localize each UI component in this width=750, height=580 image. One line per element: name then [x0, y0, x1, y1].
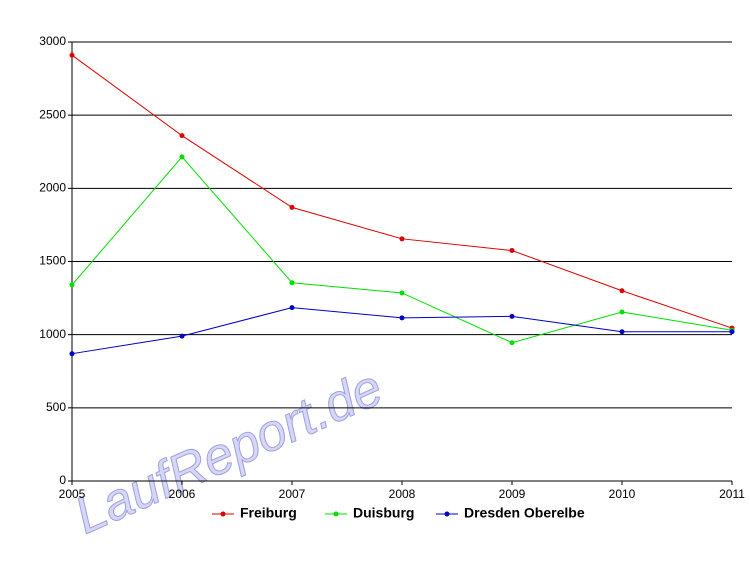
data-point [509, 313, 515, 319]
y-tick-label: 2500 [39, 107, 66, 121]
data-point [399, 290, 405, 296]
x-tick-label: 2009 [499, 487, 526, 501]
data-point [179, 133, 185, 139]
legend-marker [444, 511, 450, 517]
data-point [399, 236, 405, 242]
y-tick-label: 500 [46, 400, 66, 414]
y-tick-label: 1000 [39, 327, 66, 341]
legend-marker [333, 511, 339, 517]
data-point [289, 280, 295, 286]
data-point [179, 154, 185, 160]
data-point [619, 309, 625, 315]
data-point [619, 329, 625, 335]
series-line [71, 156, 733, 344]
data-point [69, 351, 75, 357]
data-point [509, 248, 515, 254]
watermark: LaufReport.de [66, 358, 391, 545]
data-point [289, 204, 295, 210]
data-point [399, 315, 405, 321]
data-point [69, 282, 75, 288]
data-point [509, 340, 515, 346]
data-point [289, 305, 295, 311]
y-tick-label: 0 [59, 473, 66, 487]
series-line [71, 307, 732, 355]
legend-marker [220, 511, 226, 517]
legend-label: Dresden Oberelbe [464, 505, 585, 521]
x-tick-label: 2005 [59, 487, 86, 501]
x-tick-label: 2007 [279, 487, 306, 501]
data-point [179, 333, 185, 339]
x-tick-label: 2008 [389, 487, 416, 501]
x-tick-label: 2006 [169, 487, 196, 501]
legend-label: Duisburg [353, 505, 414, 521]
series-line [71, 54, 733, 329]
y-tick-label: 3000 [39, 34, 66, 48]
data-point [619, 288, 625, 294]
data-point [729, 329, 735, 335]
y-tick-label: 2000 [39, 181, 66, 195]
data-point [69, 52, 75, 58]
y-tick-label: 1500 [39, 254, 66, 268]
legend-label: Freiburg [240, 505, 297, 521]
x-tick-label: 2011 [719, 487, 745, 501]
x-tick-label: 2010 [609, 487, 636, 501]
